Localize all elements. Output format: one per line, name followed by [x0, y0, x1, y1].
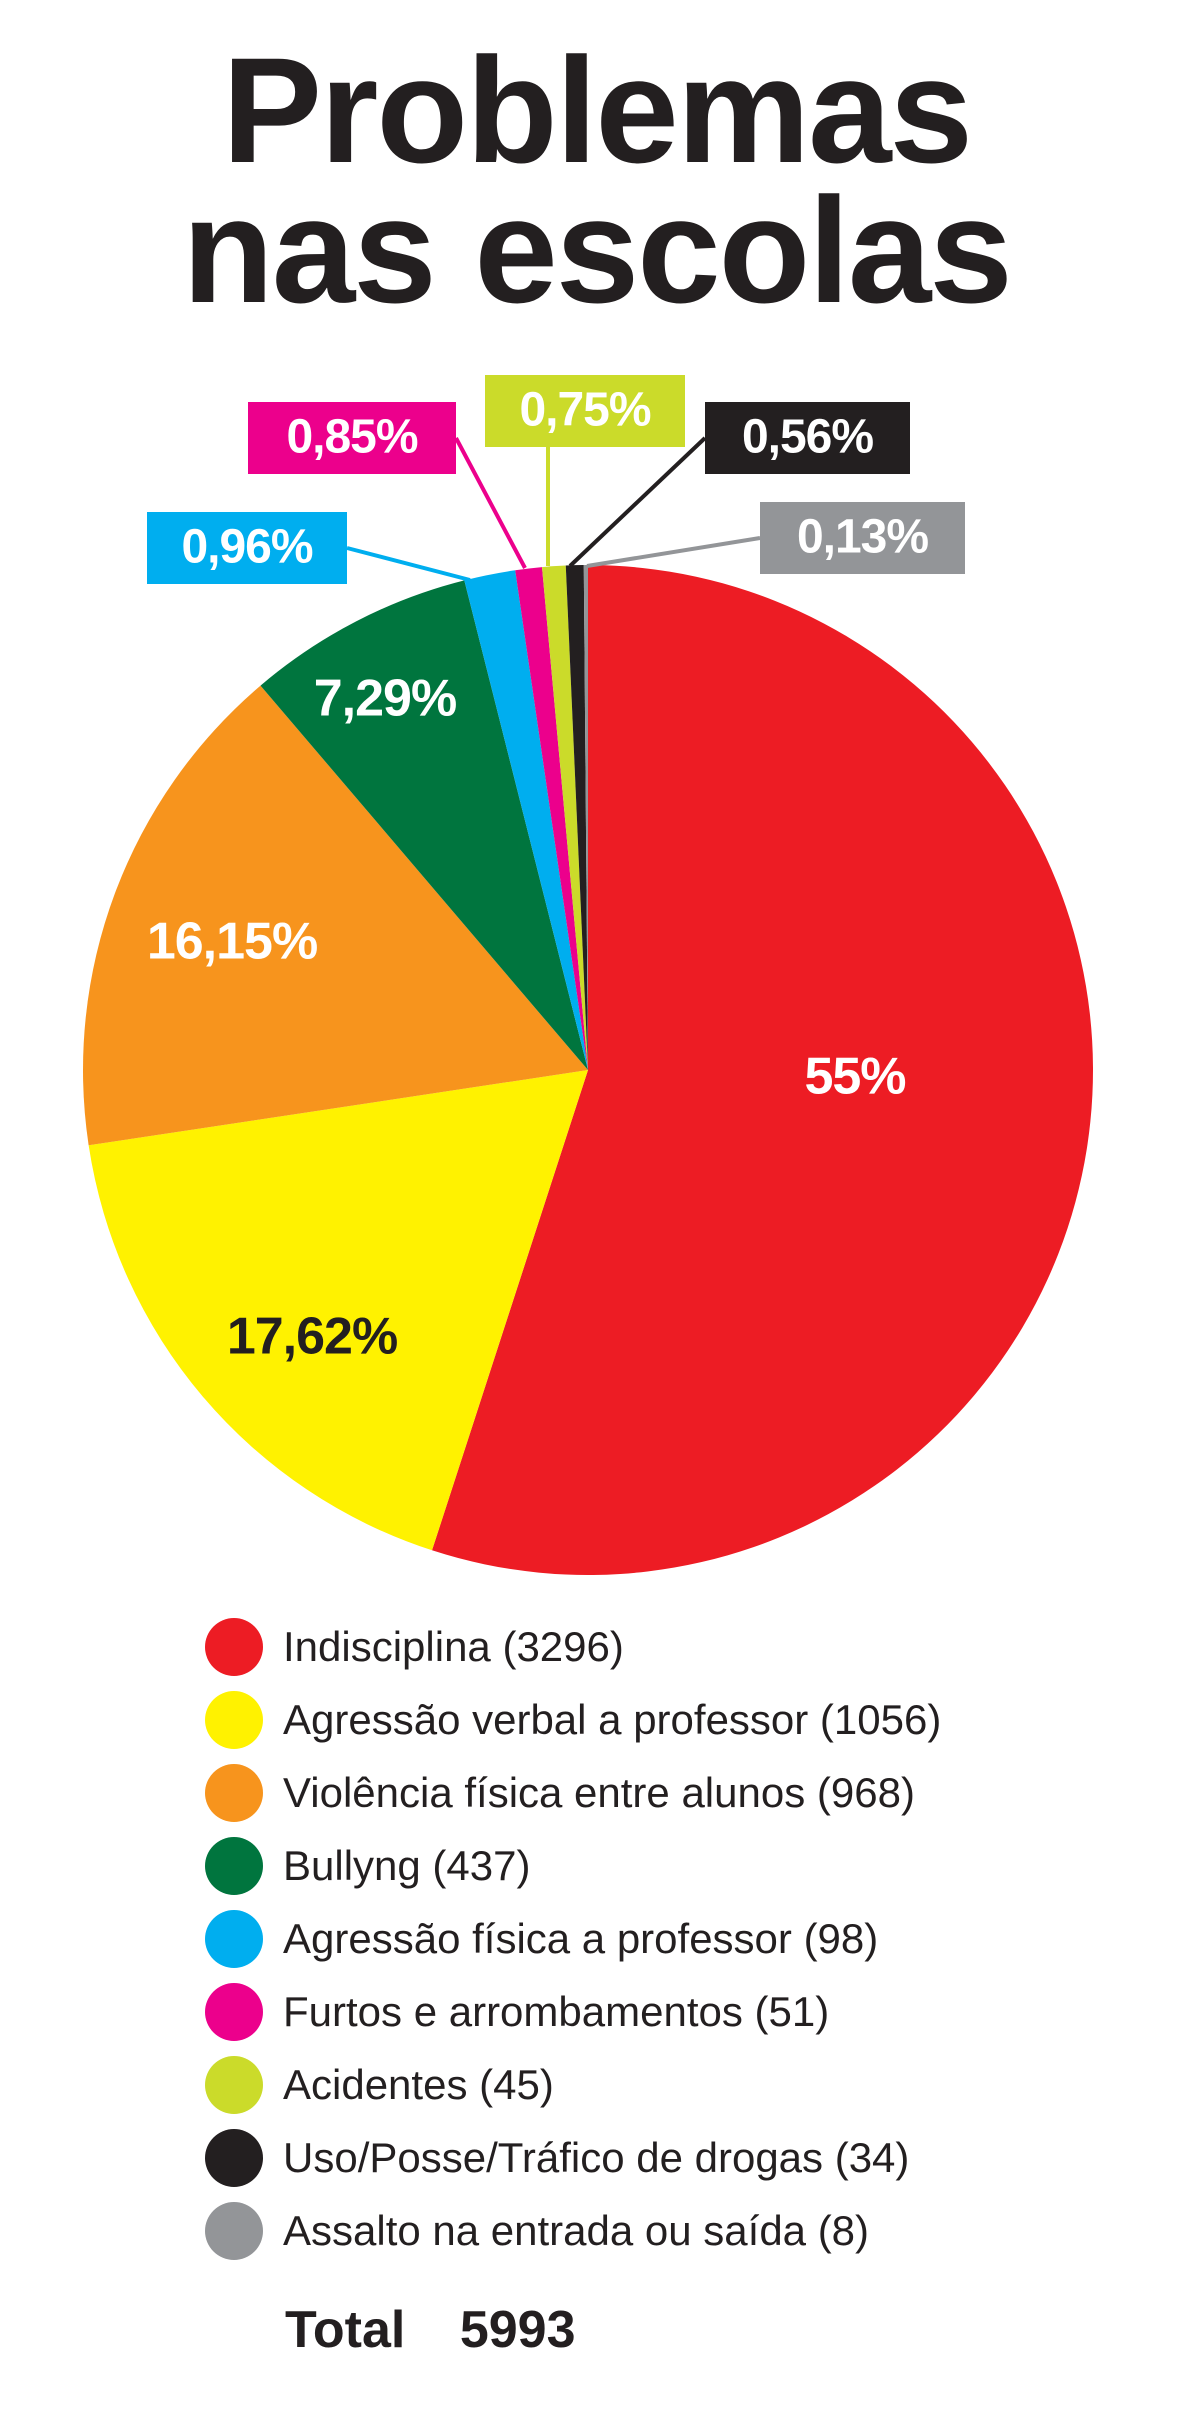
legend-item-7: Uso/Posse/Tráfico de drogas (34) [205, 2121, 1165, 2194]
callout-line-7 [568, 436, 707, 568]
slice-label-1: 17,62% [227, 1308, 397, 1366]
legend-label-4: Agressão física a professor (98) [283, 1914, 879, 1962]
legend-item-0: Indisciplina (3296) [205, 1610, 1165, 1683]
pie-slice-7 [565, 565, 588, 1070]
legend-swatch-0 [205, 1617, 263, 1676]
legend-item-8: Assalto na entrada ou saída (8) [205, 2194, 1165, 2267]
legend-label-8: Assalto na entrada ou saída (8) [283, 2206, 870, 2254]
legend-item-3: Bullyng (437) [205, 1829, 1165, 1902]
legend-label-5: Furtos e arrombamentos (51) [283, 1987, 830, 2035]
chart-title: Problemas nas escolas [0, 26, 1193, 334]
callout-box-6 [485, 375, 685, 447]
legend-label-0: Indisciplina (3296) [283, 1622, 624, 1670]
legend-label-6: Acidentes (45) [283, 2060, 554, 2108]
legend-item-4: Agressão física a professor (98) [205, 1902, 1165, 1975]
pie-slice-2 [83, 685, 588, 1146]
legend-item-5: Furtos e arrombamentos (51) [205, 1975, 1165, 2048]
legend-swatch-5 [205, 1982, 263, 2041]
slice-label-0: 55% [804, 1048, 905, 1106]
legend-item-1: Agressão verbal a professor (1056) [205, 1683, 1165, 1756]
pie-slice-6 [542, 565, 588, 1070]
pie-slice-3 [260, 580, 588, 1070]
callout-7: 0,56% [568, 402, 910, 568]
legend-swatch-1 [205, 1690, 263, 1749]
slice-label-2: 16,15% [147, 913, 317, 971]
callout-box-7 [705, 402, 910, 474]
legend-label-3: Bullyng (437) [283, 1841, 531, 1889]
callout-4: 0,96% [147, 512, 471, 584]
callout-label-7: 0,56% [742, 411, 873, 464]
total-label: Total [285, 2301, 406, 2359]
callout-6: 0,75% [485, 375, 685, 566]
pie-slice-8 [583, 565, 588, 1070]
legend-label-7: Uso/Posse/Tráfico de drogas (34) [283, 2133, 910, 2181]
callout-label-8: 0,13% [797, 511, 928, 564]
chart-title-line-1: Problemas [222, 26, 973, 194]
legend-label-1: Agressão verbal a professor (1056) [283, 1695, 942, 1743]
callout-5: 0,85% [248, 402, 527, 569]
legend-item-2: Violência física entre alunos (968) [205, 1756, 1165, 1829]
legend-swatch-7 [205, 2128, 263, 2187]
callout-box-5 [248, 402, 456, 474]
chart-title-line-2: nas escolas [182, 166, 1013, 334]
total: Total 5993 [285, 2300, 576, 2360]
total-value: 5993 [459, 2301, 576, 2359]
legend-swatch-6 [205, 2055, 263, 2114]
pie-slice-5 [515, 567, 588, 1070]
callout-line-8 [586, 536, 761, 568]
legend-swatch-8 [205, 2201, 263, 2260]
pie-slice-0 [432, 565, 1093, 1575]
pie-slice-4 [464, 570, 588, 1070]
callout-label-6: 0,75% [519, 384, 650, 437]
callout-box-4 [147, 512, 347, 584]
legend-swatch-2 [205, 1763, 263, 1822]
legend: Indisciplina (3296) Agressão verbal a pro… [205, 1610, 1165, 2267]
callout-8: 0,13% [586, 502, 965, 574]
pie-chart: 55% 17,62% 16,15% 7,29% 0,96% 0,85% 0,75% 0,56%… [83, 375, 1093, 1575]
callout-label-4: 0,96% [181, 521, 312, 574]
slice-label-3: 7,29% [314, 670, 456, 728]
callout-line-4 [346, 546, 471, 582]
legend-item-6: Acidentes (45) [205, 2048, 1165, 2121]
legend-swatch-3 [205, 1836, 263, 1895]
legend-swatch-4 [205, 1909, 263, 1968]
callout-line-5 [454, 437, 527, 569]
legend-label-2: Violência física entre alunos (968) [283, 1768, 915, 1816]
pie-slice-1 [88, 1070, 588, 1551]
callout-box-8 [760, 502, 965, 574]
callout-label-5: 0,85% [286, 411, 417, 464]
